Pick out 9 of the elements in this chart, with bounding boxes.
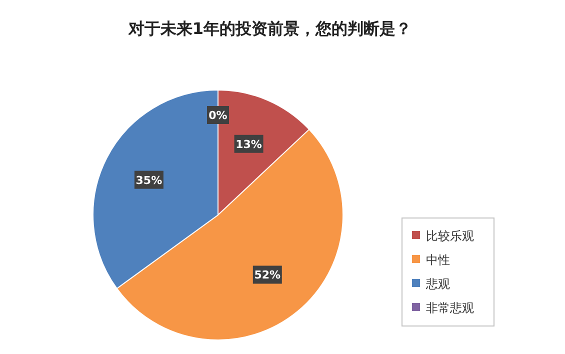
text: 0% xyxy=(208,109,228,122)
legend-label: 悲观 xyxy=(425,277,450,291)
data-label: 52% xyxy=(254,268,281,282)
data-label: 35% xyxy=(136,174,162,187)
legend-label: 比较乐观 xyxy=(426,229,474,243)
chart-title: 对于未来1年的投资前景，您的判断是？ xyxy=(127,19,412,38)
data-label: 13% xyxy=(236,138,262,151)
legend-label: 非常悲观 xyxy=(426,301,474,315)
legend-label: 中性 xyxy=(426,253,450,267)
